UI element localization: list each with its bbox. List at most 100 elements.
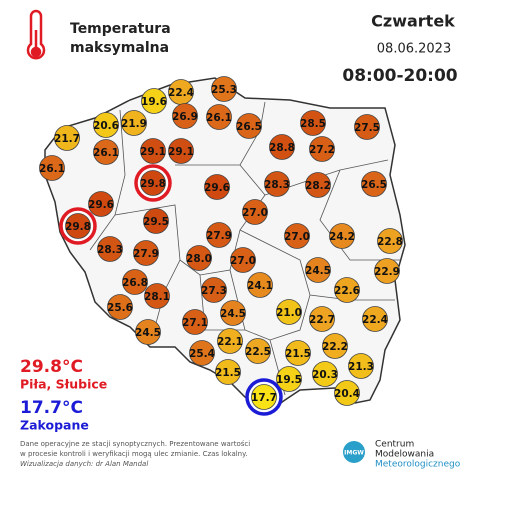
- station-value: 28.0: [186, 253, 212, 265]
- station-marker: [206, 104, 232, 130]
- footer-credit: Wizualizacja danych: dr Alan Mandal: [20, 460, 148, 468]
- station-marker: [93, 139, 119, 165]
- station-value: 26.8: [122, 277, 148, 289]
- station-marker: [362, 306, 388, 332]
- station-value: 29.8: [140, 178, 166, 190]
- station-marker: [121, 110, 147, 136]
- station-value: 28.3: [97, 244, 123, 256]
- station-value: 29.8: [65, 221, 91, 233]
- station-value: 28.3: [264, 179, 290, 191]
- station-value: 22.8: [377, 236, 403, 248]
- station-value: 27.2: [309, 144, 335, 156]
- footer-note: Dane operacyjne ze stacji synoptycznych.…: [20, 440, 250, 448]
- station-marker: [245, 338, 271, 364]
- station-marker: [329, 223, 355, 249]
- station-value: 28.2: [305, 180, 331, 192]
- station-value: 24.5: [305, 265, 331, 277]
- station-value: 21.5: [215, 367, 241, 379]
- station-marker: [144, 283, 170, 309]
- station-value: 27.3: [201, 285, 227, 297]
- station-marker: [93, 112, 119, 138]
- station-value: 29.6: [88, 199, 114, 211]
- station-value: 22.5: [245, 346, 271, 358]
- station-marker: [264, 171, 290, 197]
- station-value: 27.9: [206, 230, 232, 242]
- station-value: 27.5: [354, 122, 380, 134]
- station-marker: [201, 277, 227, 303]
- station-marker: [236, 113, 262, 139]
- station-value: 27.1: [182, 317, 208, 329]
- station-marker: [285, 340, 311, 366]
- station-marker: [141, 88, 167, 114]
- station-marker: [242, 199, 268, 225]
- station-value: 21.5: [285, 348, 311, 360]
- min-places: Zakopane: [20, 418, 89, 433]
- title: Temperatura: [70, 21, 171, 37]
- station-value: 21.3: [348, 361, 374, 373]
- station-marker: [182, 309, 208, 335]
- station-marker: [312, 361, 338, 387]
- logo-badge: IMGW: [344, 450, 364, 457]
- station-marker: [354, 114, 380, 140]
- station-value: 21.0: [276, 307, 302, 319]
- station-value: 24.5: [135, 327, 161, 339]
- station-value: 28.5: [300, 118, 326, 130]
- station-marker: [204, 174, 230, 200]
- station-marker: [377, 228, 403, 254]
- station-marker: [300, 110, 326, 136]
- station-marker: [140, 170, 166, 196]
- day: Czwartek: [371, 12, 455, 31]
- station-value: 28.1: [144, 291, 170, 303]
- station-marker: [172, 103, 198, 129]
- station-marker: [348, 353, 374, 379]
- station-marker: [374, 258, 400, 284]
- station-marker: [305, 257, 331, 283]
- station-value: 22.4: [168, 87, 194, 99]
- title: maksymalna: [70, 40, 169, 56]
- station-marker: [140, 138, 166, 164]
- station-value: 29.6: [204, 182, 230, 194]
- station-marker: [206, 222, 232, 248]
- station-value: 17.7: [251, 392, 277, 404]
- station-marker: [122, 269, 148, 295]
- station-value: 22.1: [217, 336, 243, 348]
- station-marker: [215, 359, 241, 385]
- station-value: 26.1: [39, 163, 65, 175]
- station-marker: [133, 240, 159, 266]
- station-marker: [276, 366, 302, 392]
- station-value: 29.5: [143, 216, 169, 228]
- station-value: 28.8: [269, 142, 295, 154]
- station-value: 20.3: [312, 369, 338, 381]
- station-marker: [309, 306, 335, 332]
- station-value: 21.7: [54, 133, 80, 145]
- station-value: 26.9: [172, 111, 198, 123]
- logo: IMGW Centrum Modelowania Meteorologiczne…: [343, 440, 461, 470]
- stations: 19.622.4 25.326.9 26.126.5 28.5 27.521.720.6…: [39, 76, 403, 416]
- station-marker: [39, 155, 65, 181]
- station-marker: [107, 294, 133, 320]
- station-value: 24.5: [220, 308, 246, 320]
- station-value: 26.5: [236, 121, 262, 133]
- station-value: 25.6: [107, 302, 133, 314]
- station-marker: [65, 213, 91, 239]
- station-value: 26.1: [206, 112, 232, 124]
- station-value: 24.1: [247, 280, 273, 292]
- station-marker: [322, 333, 348, 359]
- station-value: 22.2: [322, 341, 348, 353]
- station-value: 22.4: [362, 314, 388, 326]
- station-marker: [168, 138, 194, 164]
- station-value: 20.4: [334, 388, 360, 400]
- station-value: 22.6: [334, 285, 360, 297]
- station-value: 27.0: [242, 207, 268, 219]
- station-value: 24.2: [329, 231, 355, 243]
- station-marker: [361, 171, 387, 197]
- max-places: Piła, Słubice: [20, 377, 107, 392]
- station-value: 25.3: [211, 84, 237, 96]
- station-marker: [251, 384, 277, 410]
- station-marker: [143, 208, 169, 234]
- logo-circle: [343, 441, 365, 463]
- station-value: 19.6: [141, 96, 167, 108]
- station-value: 20.6: [93, 120, 119, 132]
- station-marker: [54, 125, 80, 151]
